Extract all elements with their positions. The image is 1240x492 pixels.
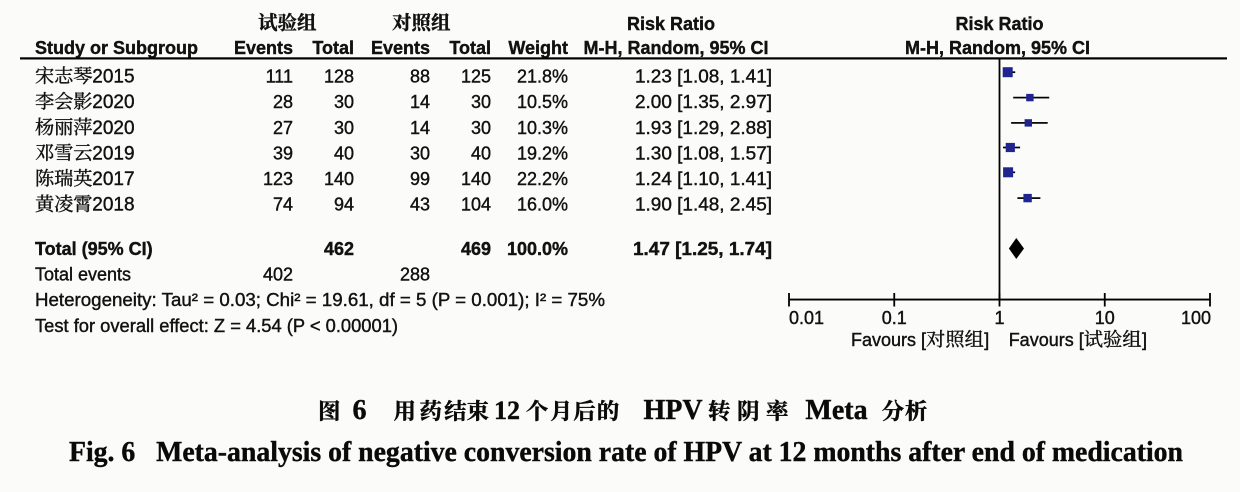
svg-text:Total (95% CI): Total (95% CI) xyxy=(35,239,153,259)
svg-text:30: 30 xyxy=(334,118,354,138)
svg-text:Total: Total xyxy=(449,38,491,58)
svg-text:0.01: 0.01 xyxy=(789,308,824,328)
svg-text:30: 30 xyxy=(471,118,491,138)
svg-text:HPV: HPV xyxy=(644,395,703,426)
svg-text:99: 99 xyxy=(410,169,430,189)
svg-text:1: 1 xyxy=(994,308,1004,328)
svg-text:1.24 [1.10, 1.41]: 1.24 [1.10, 1.41] xyxy=(635,169,772,189)
svg-text:Risk Ratio: Risk Ratio xyxy=(627,14,715,34)
svg-text:30: 30 xyxy=(334,92,354,112)
svg-text:14: 14 xyxy=(410,118,430,138)
svg-text:1.47 [1.25, 1.74]: 1.47 [1.25, 1.74] xyxy=(633,239,772,259)
svg-text:10: 10 xyxy=(1095,308,1115,328)
svg-text:2020: 2020 xyxy=(92,118,134,139)
svg-text:28: 28 xyxy=(273,92,293,112)
svg-text:27: 27 xyxy=(273,118,293,138)
svg-text:140: 140 xyxy=(461,169,491,189)
svg-text:402: 402 xyxy=(263,265,293,285)
svg-text:88: 88 xyxy=(410,67,430,87)
svg-text:]: ] xyxy=(984,330,989,350)
svg-text:21.8%: 21.8% xyxy=(517,67,568,87)
svg-text:111: 111 xyxy=(266,67,293,87)
svg-text:M-H, Random, 95% CI: M-H, Random, 95% CI xyxy=(905,38,1090,58)
svg-text:30: 30 xyxy=(410,144,430,164)
svg-text:2015: 2015 xyxy=(92,67,134,88)
svg-text:Risk Ratio: Risk Ratio xyxy=(955,14,1043,34)
svg-text:39: 39 xyxy=(273,144,293,164)
svg-text:100: 100 xyxy=(1181,308,1211,328)
svg-text:Meta: Meta xyxy=(805,395,867,426)
svg-text:Total events: Total events xyxy=(35,265,131,285)
svg-text:30: 30 xyxy=(471,92,491,112)
svg-text:10.5%: 10.5% xyxy=(517,92,568,112)
svg-text:125: 125 xyxy=(461,67,491,87)
svg-text:Events: Events xyxy=(371,38,430,58)
svg-text:10.3%: 10.3% xyxy=(517,118,568,138)
svg-text:12: 12 xyxy=(494,396,520,425)
svg-text:22.2%: 22.2% xyxy=(517,169,568,189)
svg-text:Study or Subgroup: Study or Subgroup xyxy=(35,38,198,58)
svg-text:74: 74 xyxy=(273,195,293,215)
svg-text:Favours [: Favours [ xyxy=(851,330,926,350)
svg-text:462: 462 xyxy=(324,239,354,259)
svg-text:469: 469 xyxy=(461,239,491,259)
svg-text:]: ] xyxy=(1142,330,1147,350)
svg-text:1.30 [1.08, 1.57]: 1.30 [1.08, 1.57] xyxy=(635,144,772,164)
svg-text:Heterogeneity: Tau² = 0.03; Ch: Heterogeneity: Tau² = 0.03; Chi² = 19.61… xyxy=(35,290,605,310)
svg-text:43: 43 xyxy=(410,195,430,215)
svg-text:2019: 2019 xyxy=(92,144,134,165)
svg-text:16.0%: 16.0% xyxy=(517,195,568,215)
svg-text:0.1: 0.1 xyxy=(882,308,907,328)
svg-text:40: 40 xyxy=(471,144,491,164)
svg-text:2020: 2020 xyxy=(92,92,134,113)
svg-text:Fig. 6 Meta-analysis of nega: Fig. 6 Meta-analysis of negative convers… xyxy=(69,437,1183,468)
svg-text:Weight: Weight xyxy=(508,38,568,58)
svg-text:19.2%: 19.2% xyxy=(517,144,568,164)
svg-text:100.0%: 100.0% xyxy=(507,239,568,259)
svg-text:104: 104 xyxy=(461,195,491,215)
svg-text:288: 288 xyxy=(400,265,430,285)
svg-text:2018: 2018 xyxy=(92,195,134,216)
svg-text:1.90 [1.48, 2.45]: 1.90 [1.48, 2.45] xyxy=(635,195,772,215)
svg-text:14: 14 xyxy=(410,92,430,112)
svg-text:M-H, Random, 95% CI: M-H, Random, 95% CI xyxy=(583,38,768,58)
svg-text:2.00 [1.35, 2.97]: 2.00 [1.35, 2.97] xyxy=(635,92,772,112)
svg-text:Test for overall effect: Z = 4: Test for overall effect: Z = 4.54 (P < 0… xyxy=(35,316,398,336)
svg-text:128: 128 xyxy=(324,67,354,87)
svg-text:140: 140 xyxy=(324,169,354,189)
svg-text:2017: 2017 xyxy=(92,169,134,190)
svg-text:6: 6 xyxy=(353,395,367,426)
svg-text:Favours [: Favours [ xyxy=(1009,330,1084,350)
svg-text:40: 40 xyxy=(334,144,354,164)
svg-text:Total: Total xyxy=(312,38,354,58)
svg-text:Events: Events xyxy=(234,38,293,58)
svg-text:94: 94 xyxy=(334,195,354,215)
svg-text:1.93 [1.29, 2.88]: 1.93 [1.29, 2.88] xyxy=(635,118,772,138)
svg-text:1.23 [1.08, 1.41]: 1.23 [1.08, 1.41] xyxy=(635,67,772,87)
svg-text:123: 123 xyxy=(263,169,293,189)
